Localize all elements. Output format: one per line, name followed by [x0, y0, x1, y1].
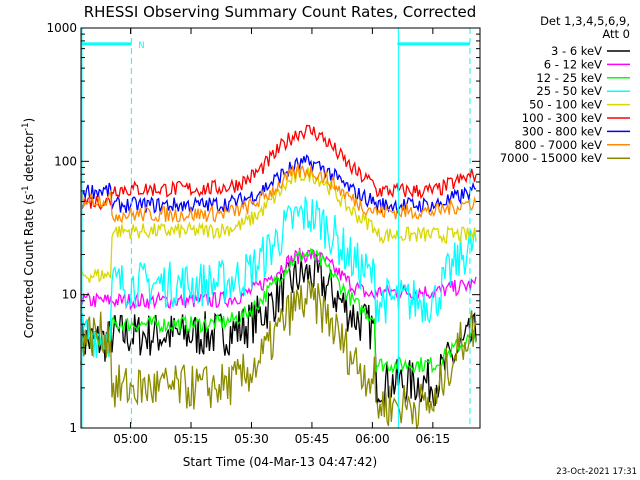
legend-label: 12 - 25 keV: [536, 71, 602, 85]
night-markers: N: [81, 28, 471, 428]
footer-date: 23-Oct-2021 17:31: [556, 467, 637, 477]
x-axis: 05:00 05:15 05:30 05:45 06:00 06:15: [113, 28, 450, 446]
y-tick-label: 10: [62, 288, 77, 302]
night-marker-label: N: [138, 41, 144, 51]
x-tick-label: 05:15: [174, 432, 209, 446]
x-tick-label: 06:00: [355, 432, 390, 446]
series-line-2: [80, 247, 477, 374]
legend-label: 100 - 300 keV: [522, 111, 602, 125]
series-line-6: [80, 154, 477, 216]
chart-title: RHESSI Observing Summary Count Rates, Co…: [84, 3, 477, 21]
y-tick-label: 1: [69, 421, 77, 435]
legend-label: 300 - 800 keV: [522, 124, 602, 138]
series-line-8: [80, 279, 477, 430]
x-axis-label: Start Time (04-Mar-13 04:47:42): [183, 455, 377, 469]
x-tick-label: 05:00: [113, 432, 148, 446]
y-tick-label: 1000: [46, 21, 77, 35]
x-tick-label: 05:30: [234, 432, 269, 446]
series-line-3: [80, 196, 477, 359]
legend-label: 3 - 6 keV: [551, 44, 602, 58]
series-line-0: [80, 253, 477, 407]
plot-frame: [80, 27, 481, 429]
series-line-7: [80, 163, 477, 224]
x-tick-label: 06:15: [416, 432, 451, 446]
series-line-1: [80, 247, 477, 311]
legend-label: 6 - 12 keV: [544, 57, 602, 71]
x-tick-label: 05:45: [295, 432, 330, 446]
legend-label: 50 - 100 keV: [529, 98, 602, 112]
legend-header-line2: Att 0: [602, 27, 630, 41]
legend-label: 800 - 7000 keV: [514, 138, 602, 152]
y-axis-label: Corrected Count Rate (s-1 detector-1): [21, 118, 36, 338]
series-line-5: [80, 124, 477, 211]
series-line-4: [80, 167, 477, 283]
plot-series: [80, 124, 477, 430]
legend-label: 7000 - 15000 keV: [500, 151, 602, 165]
legend-header-line1: Det 1,3,4,5,6,9,: [540, 14, 630, 28]
y-tick-label: 100: [54, 154, 77, 168]
legend-label: 25 - 50 keV: [536, 84, 602, 98]
y-axis: 1 10 100 1000: [46, 21, 480, 435]
